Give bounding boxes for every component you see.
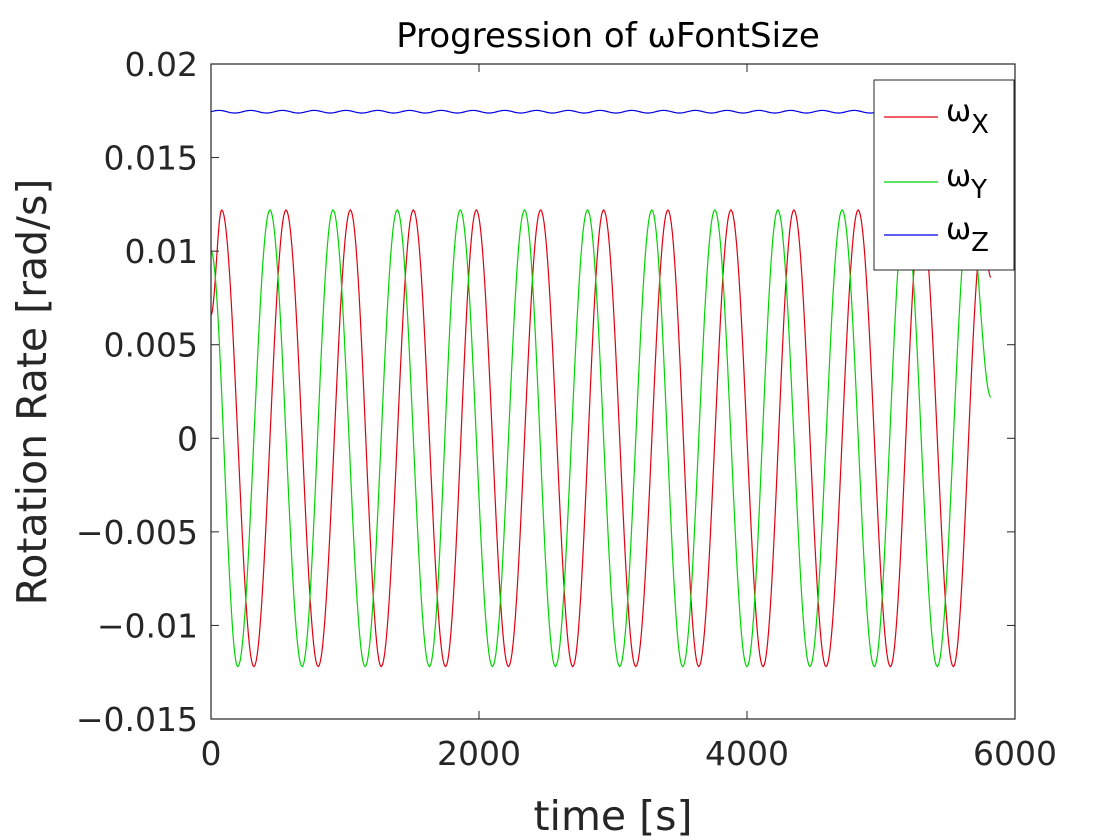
plot-area-border xyxy=(210,63,1016,720)
chart-title: Progression of ωFontSize xyxy=(396,16,820,56)
x-axis-label: time [s] xyxy=(533,792,692,840)
axis-ticks xyxy=(210,63,1016,720)
y-tick-label: −0.005 xyxy=(76,513,198,552)
series-line-2 xyxy=(210,208,992,668)
y-axis-label: Rotation Rate [rad/s] xyxy=(8,179,56,606)
legend-box xyxy=(873,79,1015,271)
series-line-1 xyxy=(210,208,992,668)
x-tick-label: 2000 xyxy=(437,734,521,773)
y-tick-label: 0.015 xyxy=(104,139,198,178)
y-tick-label: 0 xyxy=(177,419,198,458)
x-tick-label: 0 xyxy=(201,734,222,773)
y-tick-labels: −0.015 −0.01 −0.005 0 0.005 0.01 0.015 0.02 xyxy=(76,45,198,739)
y-tick-label: 0.005 xyxy=(104,326,198,365)
series-lines xyxy=(210,109,992,668)
series-line-3 xyxy=(210,109,992,114)
y-tick-label: 0.01 xyxy=(125,232,198,271)
x-tick-label: 4000 xyxy=(705,734,789,773)
y-tick-label: −0.01 xyxy=(97,606,198,645)
x-tick-label: 6000 xyxy=(973,734,1057,773)
x-tick-labels: 0 2000 4000 6000 xyxy=(201,734,1057,773)
y-tick-label: 0.02 xyxy=(125,45,198,84)
y-tick-label: −0.015 xyxy=(76,700,198,739)
